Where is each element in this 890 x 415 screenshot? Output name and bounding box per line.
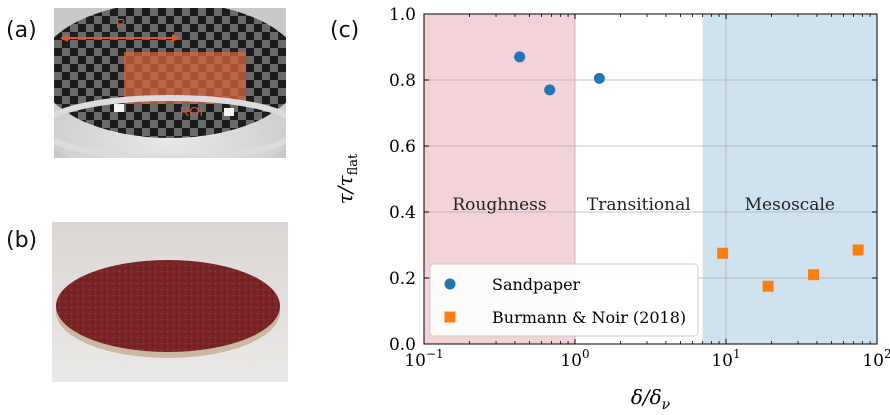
legend-label-burmann-noir-2018: Burmann & Noir (2018) [492, 308, 686, 327]
photo-checkerboard-sample: R ROI [54, 8, 286, 158]
region-label-mesoscale: Mesoscale [745, 195, 835, 215]
axes-frame [423, 13, 878, 345]
y-axis-label: τ/τflat [333, 153, 361, 204]
legend-label-sandpaper: Sandpaper [492, 275, 581, 294]
point-burmann-noir-2018 [808, 269, 820, 281]
y-tick-label: 0.0 [389, 335, 416, 355]
x-tick-label: 102 [862, 347, 890, 371]
legend-marker-sandpaper [444, 278, 456, 290]
x-tick-label: 10−1 [404, 347, 443, 371]
point-burmann-noir-2018 [717, 247, 729, 259]
photo-sandpaper-disc [52, 222, 288, 382]
legend-marker-burmann-noir-2018 [444, 311, 456, 323]
y-tick-label: 0.6 [389, 137, 416, 157]
photo-r-label: R [116, 16, 125, 31]
photo-roi-label: ROI [180, 104, 203, 119]
panel-label-b: (b) [6, 228, 38, 253]
x-axis-label: δ/δν [631, 385, 671, 413]
y-tick-label: 0.8 [389, 71, 416, 91]
point-sandpaper [544, 84, 556, 96]
panel-label-a: (a) [6, 18, 37, 43]
region-mesoscale [702, 14, 877, 344]
y-tick-label: 0.4 [389, 203, 416, 223]
region-label-roughness: Roughness [452, 195, 546, 215]
y-tick-label: 1.0 [389, 5, 416, 25]
legend-box [429, 263, 699, 337]
x-tick-label: 100 [560, 347, 589, 371]
point-sandpaper [593, 72, 605, 84]
y-tick-label: 0.2 [389, 269, 416, 289]
x-tick-label: 101 [711, 347, 740, 371]
point-sandpaper [514, 51, 526, 63]
point-burmann-noir-2018 [762, 280, 774, 292]
region-label-transitional: Transitional [587, 195, 691, 215]
point-burmann-noir-2018 [852, 244, 864, 256]
panel-label-c: (c) [330, 18, 360, 43]
